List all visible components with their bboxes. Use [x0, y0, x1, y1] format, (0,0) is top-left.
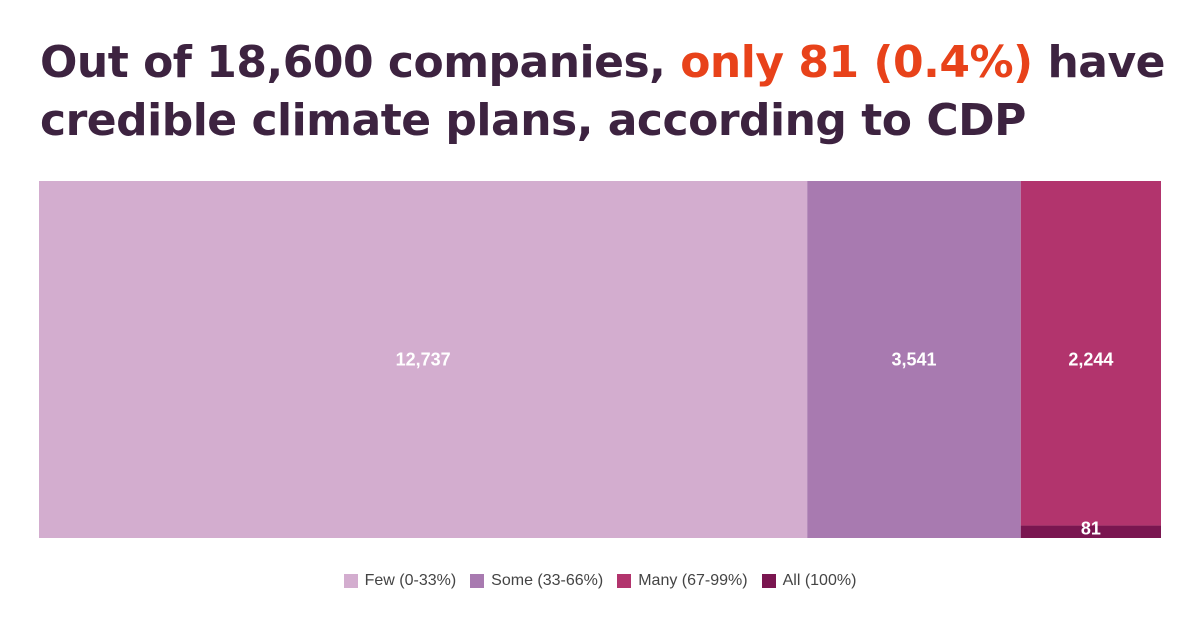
legend-label-some: Some (33-66%) — [491, 572, 604, 589]
segment-label-all: 81 — [1081, 519, 1101, 539]
legend-swatch-few — [343, 574, 358, 588]
legend-swatch-all — [761, 574, 776, 588]
legend-label-all: All (100%) — [782, 572, 857, 589]
segment-label-few: 12,737 — [396, 350, 451, 370]
segment-few — [39, 181, 808, 538]
segment-label-some: 3,541 — [891, 350, 936, 370]
legend-swatch-many — [617, 574, 632, 588]
chart-legend: Few (0-33%) Some (33-66%) Many (67-99%) All… — [0, 572, 1200, 590]
segment-many — [1020, 181, 1161, 526]
legend-label-many: Many (67-99%) — [638, 572, 748, 589]
legend-item-some: Some (33-66%) — [470, 572, 603, 590]
title-text-2: have credible climate plans, according t… — [40, 37, 1166, 146]
legend-label-few: Few (0-33%) — [364, 572, 457, 589]
legend-item-few: Few (0-33%) — [343, 572, 457, 590]
legend-item-many: Many (67-99%) — [617, 572, 748, 590]
legend-swatch-some — [470, 574, 485, 588]
title-highlight: only 81 (0.4%) — [680, 37, 1033, 88]
legend-item-all: All (100%) — [761, 572, 857, 590]
segment-all — [1020, 525, 1161, 538]
segment-some — [807, 181, 1021, 538]
chart-segments: 12,737 3,541 2,244 81 — [39, 181, 1161, 539]
segment-label-many: 2,244 — [1068, 350, 1113, 370]
title-text-0: Out of 18,600 companies, — [40, 37, 681, 88]
chart-title: Out of 18,600 companies, only 81 (0.4%) … — [40, 34, 1170, 150]
